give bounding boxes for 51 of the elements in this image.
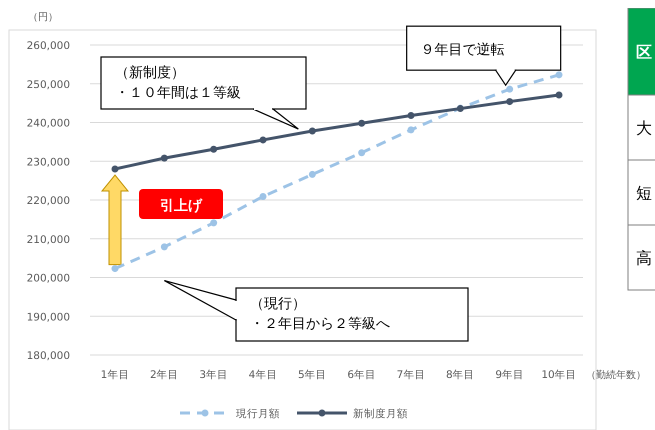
x-tick-label: 7年目: [396, 369, 426, 381]
x-tick-label: 4年目: [248, 369, 278, 381]
annotation: （新制度）: [115, 65, 185, 81]
text: 大: [636, 118, 652, 138]
legend-label: 現行月額: [236, 407, 280, 420]
point: [556, 91, 562, 98]
point: [260, 193, 266, 200]
point: [260, 136, 266, 144]
x-tick-label: 5年目: [298, 369, 327, 381]
point: [210, 219, 218, 226]
legend-label: 新制度月額: [353, 407, 408, 420]
annotation: ９年目で逆転: [420, 42, 505, 58]
x-tick-label: 3年目: [199, 369, 228, 381]
point: [358, 120, 366, 127]
x-tick-label: 1年目: [100, 369, 130, 381]
point: [506, 98, 514, 106]
x-tick-label: 6年目: [347, 369, 376, 381]
annotation: （現行）: [250, 296, 306, 312]
y-tick-label: 210,000: [26, 234, 70, 246]
annotation: ・１０年間は１等級: [115, 85, 241, 101]
y-tick-label: 250,000: [26, 78, 70, 91]
annotation: ・２年目から２等級へ: [250, 316, 390, 332]
point: [210, 146, 218, 153]
y-tick-label: 260,000: [26, 40, 70, 52]
point: [160, 154, 168, 162]
annotation: 引上げ: [160, 198, 203, 214]
x-axis-title: （勤続年数）: [586, 369, 646, 381]
y-tick-label: 230,000: [26, 156, 70, 168]
x-tick-label: 10年目: [541, 369, 577, 381]
point: [308, 170, 316, 178]
point: [408, 112, 414, 120]
y-tick-label: 200,000: [26, 272, 70, 284]
point: [358, 149, 366, 156]
point: [556, 71, 562, 78]
point: [160, 243, 168, 250]
y-axis-title: （円）: [28, 12, 58, 23]
point: [112, 166, 118, 172]
y-tick-label: 180,000: [26, 350, 70, 362]
y-tick-label: 220,000: [26, 195, 70, 207]
x-tick-label: 9年目: [495, 369, 524, 381]
point: [408, 126, 414, 134]
point: [112, 265, 118, 272]
point: [506, 86, 514, 93]
text: 短: [636, 184, 652, 202]
x-tick-label: 8年目: [446, 369, 475, 381]
text: 高: [636, 248, 652, 268]
text: 区: [636, 42, 652, 62]
y-tick-label: 190,000: [26, 311, 70, 324]
x-tick-label: 2年目: [150, 369, 179, 381]
y-tick-label: 240,000: [26, 118, 70, 130]
point: [308, 128, 316, 135]
